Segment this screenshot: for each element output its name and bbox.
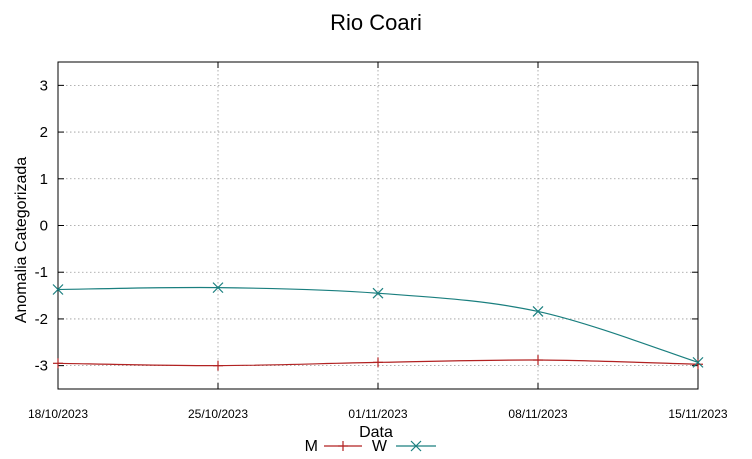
legend-marker-M [338, 441, 348, 451]
chart-title: Rio Coari [330, 10, 422, 35]
series-M [53, 355, 703, 371]
data-point-M [213, 360, 223, 371]
grid [58, 62, 698, 389]
y-axis-label: Anomalia Categorizada [13, 157, 30, 323]
series-group [52, 282, 704, 371]
x-tick-label: 08/11/2023 [508, 407, 567, 421]
y-tick-label: -1 [35, 264, 48, 281]
data-point-M [533, 355, 543, 366]
y-tick-label: -3 [35, 358, 48, 375]
x-axis: 18/10/2023 25/10/2023 01/11/2023 08/11/2023… [28, 62, 728, 421]
data-point-W [372, 287, 384, 299]
x-tick-label: 25/10/2023 [188, 407, 248, 421]
data-point-W [532, 306, 544, 317]
x-axis-label: Data [359, 424, 393, 441]
data-point-W [52, 284, 64, 295]
data-point-W [692, 356, 704, 368]
y-tick-label: 0 [40, 218, 48, 235]
y-tick-label: 2 [40, 124, 48, 141]
y-axis: 3 2 1 0 -1 -2 -3 [35, 77, 698, 375]
data-point-M [693, 359, 703, 370]
legend-label-M: M [305, 438, 318, 455]
y-tick-label: 1 [40, 171, 48, 188]
legend-marker-W [410, 440, 422, 452]
data-point-M [53, 358, 63, 369]
legend-label-W: W [372, 438, 388, 455]
y-tick-label: -2 [35, 311, 48, 328]
series-W [52, 282, 704, 368]
x-tick-label: 01/11/2023 [348, 407, 407, 421]
data-point-W [212, 282, 224, 294]
x-tick-label: 18/10/2023 [28, 407, 88, 421]
data-point-M [373, 357, 383, 368]
x-tick-label: 15/11/2023 [668, 407, 727, 421]
y-tick-label: 3 [40, 77, 48, 94]
